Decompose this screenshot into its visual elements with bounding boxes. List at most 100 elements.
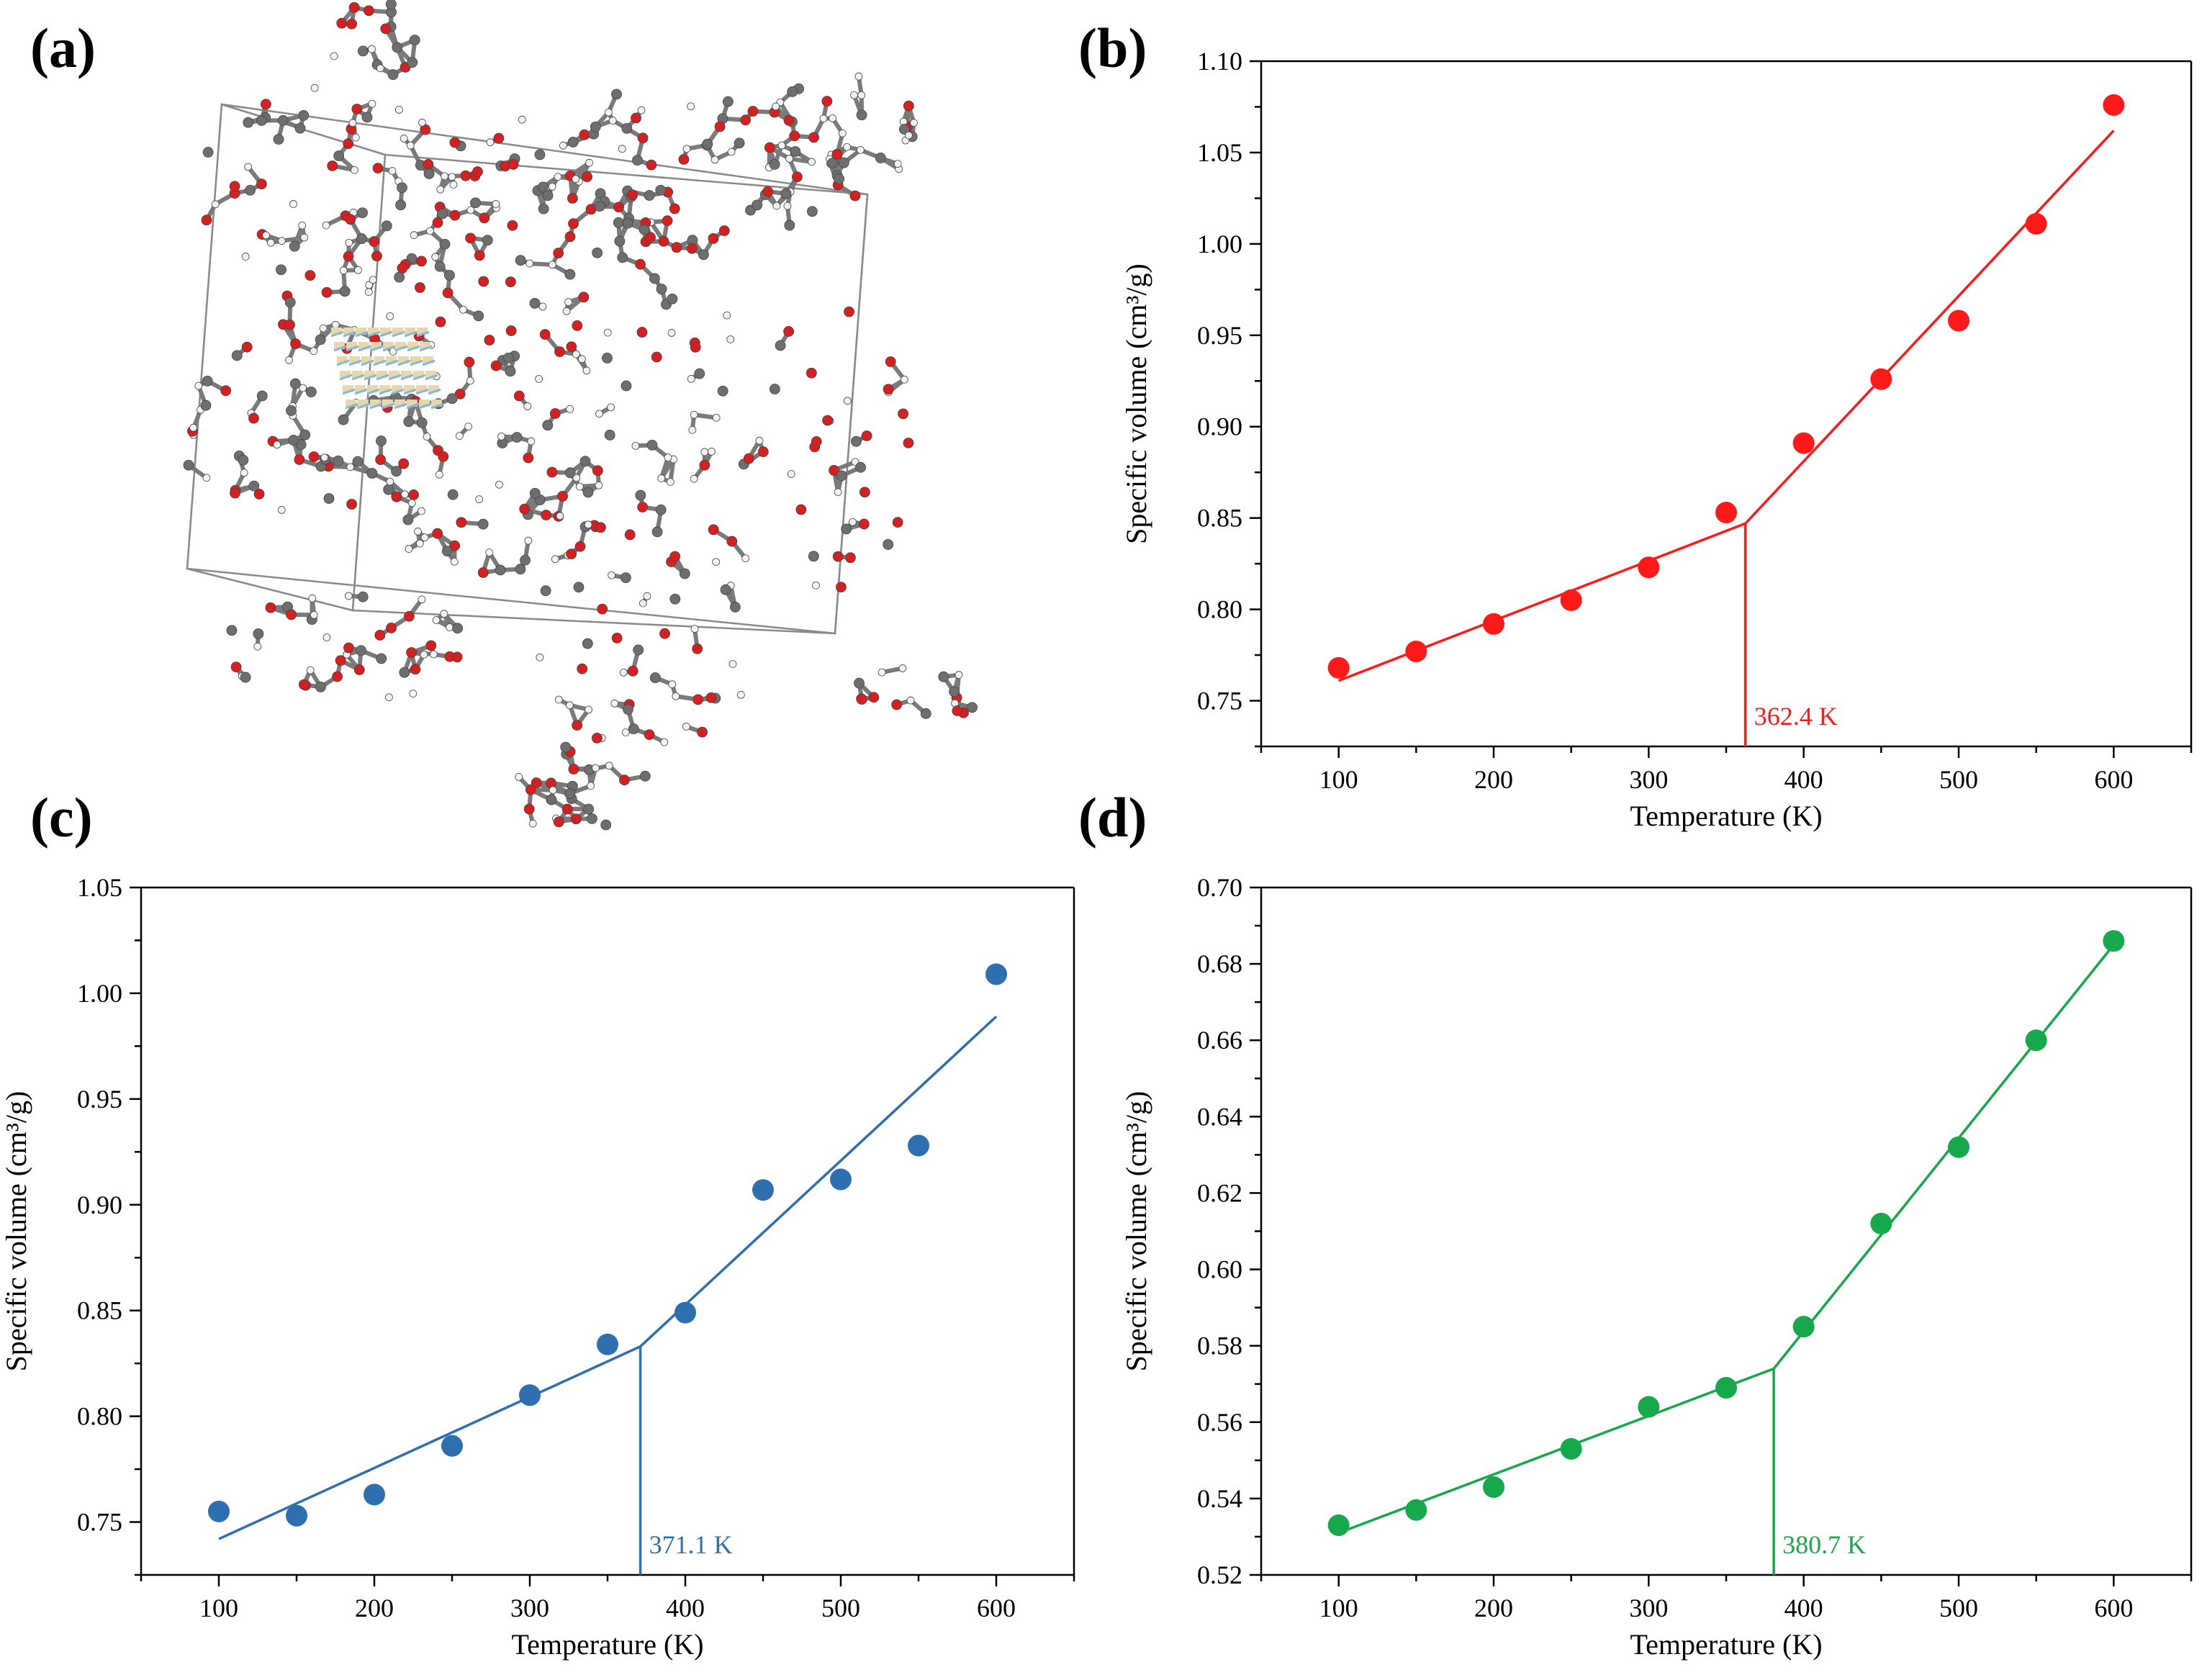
atom: [542, 190, 554, 202]
atom: [356, 233, 367, 244]
atom: [537, 181, 549, 193]
crystal-bond: [376, 374, 389, 381]
crystal-bond: [425, 374, 438, 381]
atom: [906, 696, 915, 705]
atom: [357, 45, 369, 57]
atom: [284, 297, 296, 308]
atom: [344, 592, 353, 600]
atom: [567, 137, 579, 148]
atom: [415, 282, 425, 293]
atom: [479, 212, 490, 224]
atom: [539, 329, 551, 340]
atom: [627, 189, 639, 201]
atom: [631, 441, 640, 450]
atom: [619, 774, 630, 786]
atom: [253, 642, 262, 651]
atom: [384, 693, 393, 702]
y-axis-title: Specific volume (cm³/g): [1120, 263, 1152, 544]
atom: [478, 276, 489, 287]
atom: [649, 273, 660, 284]
atom: [519, 503, 531, 515]
atom: [511, 432, 523, 443]
atom: [900, 375, 908, 384]
atom: [898, 664, 907, 672]
atom: [542, 420, 554, 431]
atom: [682, 145, 691, 153]
atom: [585, 705, 592, 714]
x-tick-label: 400: [666, 1594, 705, 1622]
atom: [595, 481, 603, 489]
crystal-cell: [352, 371, 363, 378]
atom: [645, 232, 656, 243]
y-tick-label: 0.80: [77, 1402, 122, 1431]
atom: [597, 603, 608, 615]
data-point: [1405, 640, 1427, 662]
atom: [294, 454, 305, 465]
crystal-bond: [358, 345, 371, 352]
atom: [345, 238, 353, 247]
atom: [240, 469, 248, 477]
atom: [265, 602, 276, 613]
atom: [230, 487, 240, 499]
atom: [418, 507, 425, 515]
x-tick-label: 300: [1629, 1594, 1668, 1622]
atom: [613, 202, 624, 213]
crystal-bond: [373, 359, 387, 366]
atom: [553, 816, 564, 828]
atom: [582, 171, 592, 182]
atom: [592, 465, 603, 477]
atom: [567, 193, 578, 204]
atom: [452, 623, 464, 634]
atom: [320, 453, 329, 462]
x-tick-label: 400: [1784, 1594, 1823, 1622]
atom: [336, 17, 348, 29]
atom: [538, 203, 549, 214]
atom: [741, 554, 750, 563]
crystal-bond: [394, 402, 407, 410]
atom: [485, 548, 494, 557]
crystal-bond: [342, 388, 356, 395]
atom: [577, 663, 588, 674]
atom: [546, 794, 557, 805]
atom: [669, 593, 681, 605]
atom: [694, 368, 705, 379]
x-tick-label: 200: [355, 1594, 394, 1622]
atom: [346, 463, 355, 471]
atom: [414, 528, 422, 536]
crystal-cell: [398, 356, 409, 363]
crystal-cell: [425, 371, 436, 378]
atom: [762, 186, 773, 197]
atom: [546, 466, 558, 478]
crystal-cell: [361, 356, 372, 363]
atom: [348, 119, 357, 127]
atom: [357, 207, 368, 219]
atom: [564, 788, 576, 799]
atom: [339, 266, 348, 275]
atom: [391, 491, 402, 502]
atom: [289, 378, 301, 389]
data-point: [1948, 310, 1969, 332]
atom: [395, 105, 403, 114]
atom: [712, 558, 721, 566]
atom: [466, 206, 475, 214]
atom: [339, 286, 351, 297]
atom: [644, 729, 655, 741]
x-tick-label: 600: [2094, 765, 2133, 794]
atom: [451, 651, 463, 663]
crystal-bond: [369, 402, 383, 410]
atom: [335, 655, 346, 667]
crystal-cell: [346, 342, 357, 349]
atom: [285, 356, 293, 364]
atom: [690, 625, 699, 633]
atom: [394, 271, 405, 283]
atom: [664, 453, 672, 462]
transition-label: 362.4 K: [1754, 702, 1838, 731]
atom: [475, 495, 484, 504]
atom: [834, 488, 842, 497]
atom: [323, 493, 335, 504]
atom: [857, 91, 866, 99]
y-tick-label: 1.00: [77, 979, 122, 1008]
y-axis-title: Specific volume (cm³/g): [0, 1091, 32, 1372]
atom: [464, 423, 473, 431]
